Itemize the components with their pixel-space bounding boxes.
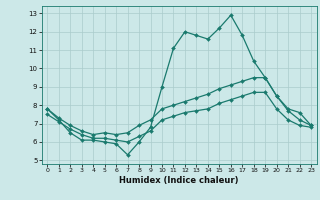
X-axis label: Humidex (Indice chaleur): Humidex (Indice chaleur) [119, 176, 239, 185]
